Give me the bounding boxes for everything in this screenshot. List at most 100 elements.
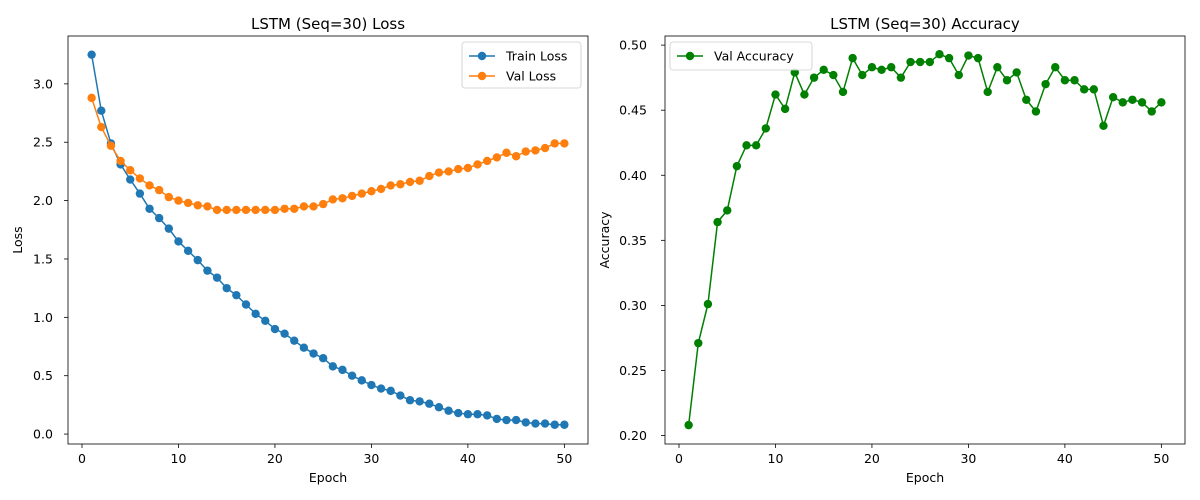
series-line-train-loss [90,54,565,426]
data-point [154,213,164,223]
data-point [1022,95,1031,104]
data-point [838,87,848,97]
chart-title: LSTM (Seq=30) Accuracy [830,15,1020,33]
data-point [829,70,838,80]
y-tick-label: 1.0 [33,310,53,325]
data-point [751,141,761,150]
data-point [193,201,202,210]
data-point [848,53,857,63]
data-point [540,419,550,428]
data-point [241,205,251,215]
data-point [732,161,742,171]
data-point [819,65,828,75]
data-point [270,324,280,334]
data-point [164,224,174,233]
x-tick-label: 50 [556,451,572,466]
data-point [694,338,703,348]
data-point [560,139,569,148]
data-point [896,73,906,82]
data-point [290,204,299,213]
data-point [1002,76,1012,85]
data-point [540,143,550,153]
data-point [203,202,212,211]
legend-box [669,41,813,71]
data-point [232,205,241,215]
data-point [376,184,386,194]
data-point [511,152,521,161]
data-point [444,406,453,415]
data-point [126,175,135,184]
y-tick-label: 0.40 [619,168,647,183]
x-tick-label: 20 [864,451,880,466]
data-point [492,414,502,424]
x-tick-label: 40 [460,451,476,466]
data-point [723,206,732,215]
data-point [1079,85,1089,94]
data-point [742,141,751,150]
data-point [357,376,366,385]
data-point [444,167,453,176]
data-point [964,51,973,60]
x-tick-label: 30 [363,451,379,466]
data-point [703,299,713,309]
data-point [126,166,135,175]
series-line-val-accuracy [687,53,1162,426]
data-point [1157,98,1166,107]
data-point [454,408,463,418]
data-point [222,205,231,215]
data-point [212,273,222,282]
data-point [232,290,241,300]
data-point [983,87,992,97]
data-point [521,147,530,156]
x-tick-label: 10 [171,451,187,466]
data-point [299,343,309,352]
y-tick-label: 0.30 [619,298,647,313]
data-point [290,336,299,345]
data-point [405,177,415,187]
data-point [106,141,116,150]
legend-label: Train Loss [505,49,567,64]
data-point [531,146,540,155]
data-point [261,205,270,215]
data-point [511,415,521,425]
legend-marker [477,51,487,61]
data-point [376,384,386,393]
data-point [347,371,357,380]
chart-panel-2: LSTM (Seq=30) Accuracy 0 10 20 30 40 50 0.20 0.2… [597,15,1186,485]
data-point [241,300,251,309]
data-point [550,139,559,148]
data-point [780,104,790,114]
chart-title: LSTM (Seq=30) Loss [251,15,405,33]
data-point [560,420,569,429]
data-point [1031,107,1041,116]
data-point [251,205,260,215]
data-point [309,349,318,358]
y-tick-label: 0.20 [619,428,647,443]
data-point [463,163,473,173]
data-point [800,90,809,99]
data-point [502,415,511,425]
data-point [174,237,183,246]
data-point [973,53,983,63]
data-point [867,63,877,72]
data-point [318,353,328,363]
data-point [482,156,492,166]
data-point [1070,76,1079,85]
data-point [877,65,886,75]
legend-label: Val Loss [506,69,556,84]
x-axis-label: Epoch [906,470,944,485]
data-point [299,202,309,211]
y-tick-label: 0.35 [619,233,647,248]
plot-frame [664,35,1186,445]
data-point [935,50,944,59]
data-point [145,181,154,190]
data-point [154,185,164,195]
data-point [222,283,231,293]
data-point [425,399,434,408]
data-point [270,205,280,215]
data-point [906,57,915,67]
data-point [318,199,328,209]
data-point [463,410,473,419]
legend: Train Loss Val Loss [461,41,582,89]
data-point [97,106,106,115]
